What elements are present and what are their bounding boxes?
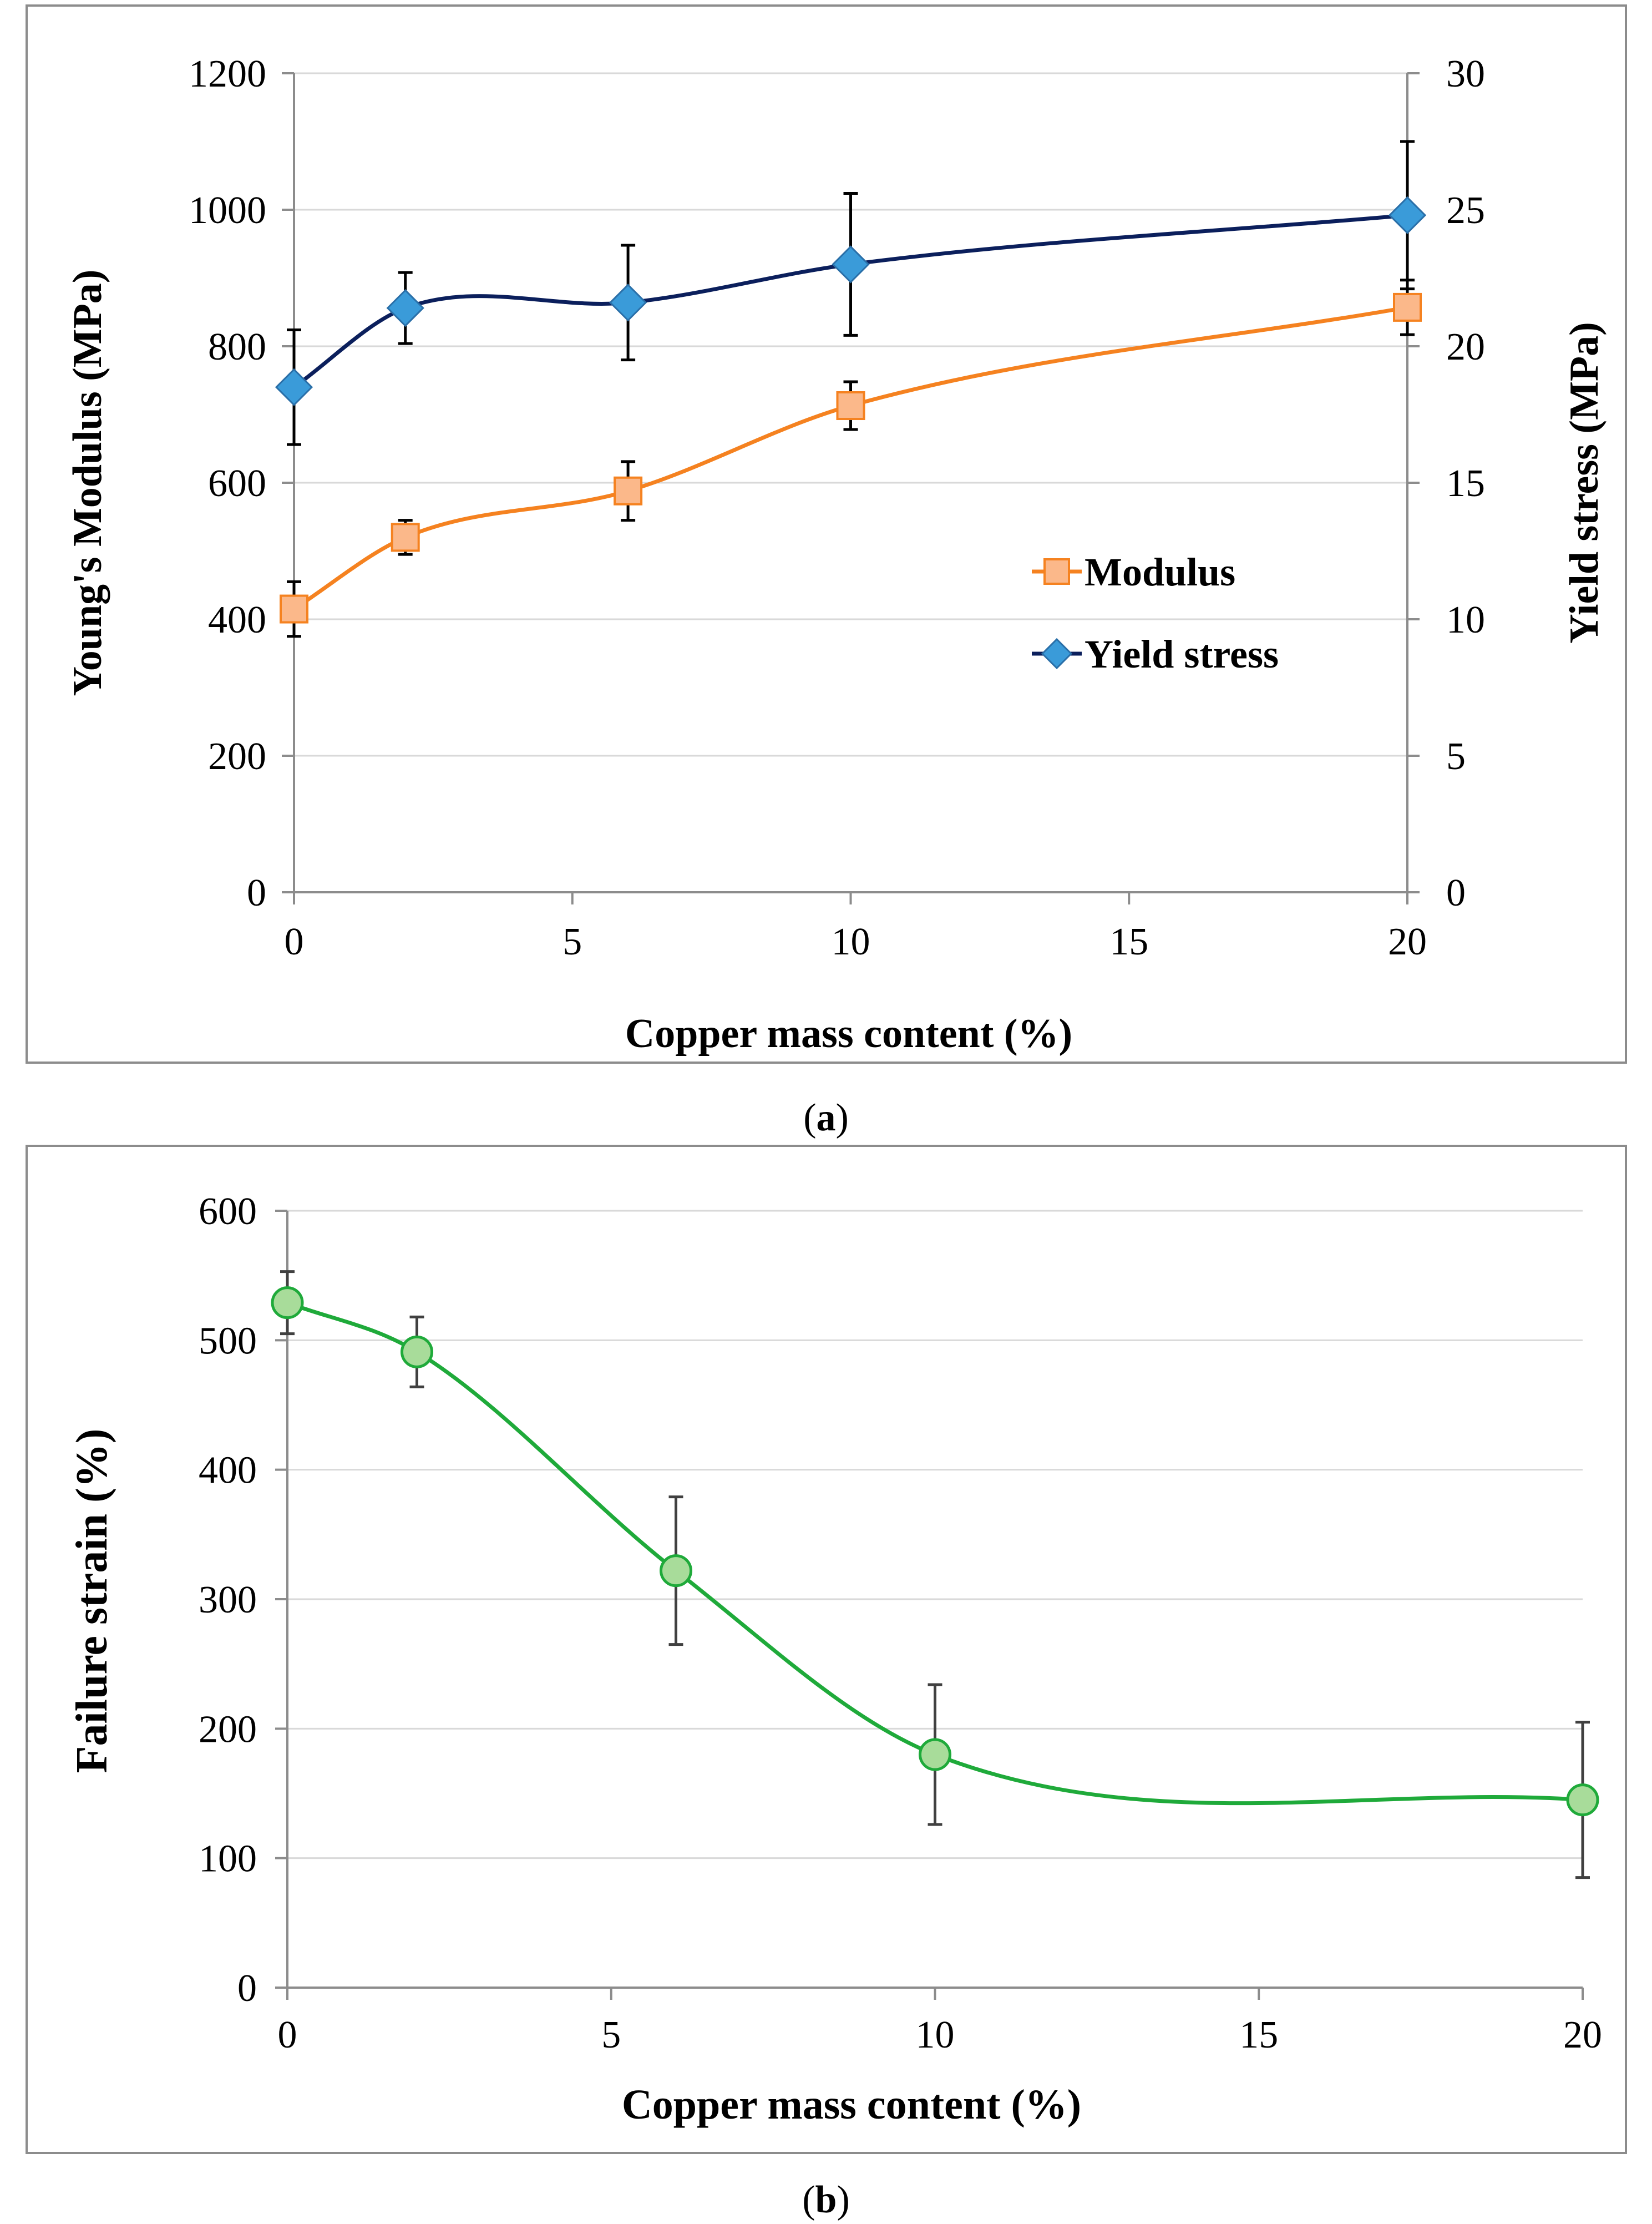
chart-a-y-tick-label: 200 xyxy=(208,735,266,778)
chart-b-y-tick-label: 500 xyxy=(199,1320,257,1362)
data-point-failure-strain xyxy=(1566,1783,1599,1817)
caption-a-letter: a xyxy=(816,1096,836,1139)
legend-marker-modulus xyxy=(1043,558,1070,585)
chart-a-x-tick-label: 0 xyxy=(285,921,304,963)
chart-b-x-tick-label: 0 xyxy=(278,2014,297,2056)
chart-a-y-tick-label: 1200 xyxy=(189,53,266,95)
legend-label-modulus: Modulus xyxy=(1085,550,1235,594)
chart-b-y-tick-label: 100 xyxy=(199,1838,257,1881)
chart-b-y-tick-label: 200 xyxy=(199,1708,257,1751)
chart-a-y2-tick-label: 20 xyxy=(1446,326,1485,368)
data-point-modulus xyxy=(1393,292,1422,322)
chart-a-y2-tick-label: 30 xyxy=(1446,53,1485,95)
data-point-yield-stress xyxy=(609,284,647,322)
data-point-modulus xyxy=(391,523,420,552)
data-point-modulus xyxy=(280,594,308,624)
chart-b-x-tick-label: 10 xyxy=(916,2014,955,2056)
data-point-modulus xyxy=(836,391,865,421)
figure-panel-a: 0 200 400 600 800 1000 1200 0 5 10 15 20 25 30 0 5 10 15 2… xyxy=(0,0,1652,1088)
data-point-yield-stress xyxy=(1388,196,1427,234)
chart-a-y-tick-label: 600 xyxy=(208,462,266,505)
caption-b-letter: b xyxy=(815,2178,837,2221)
chart-a: 0 200 400 600 800 1000 1200 0 5 10 15 20 25 30 0 5 10 15 2… xyxy=(26,4,1627,1064)
chart-b-y-tick-label: 0 xyxy=(237,1967,257,2010)
chart-a-y2-tick-label: 15 xyxy=(1446,462,1485,505)
chart-a-y2-tick-label: 0 xyxy=(1446,872,1466,914)
chart-b: 0 100 200 300 400 500 600 0 5 10 15 20 Copper mass c… xyxy=(26,1145,1627,2154)
chart-a-x-tick-label: 5 xyxy=(563,921,582,963)
chart-b-y-axis-title: Failure strain (%) xyxy=(68,1429,116,1773)
chart-a-x-tick-label: 15 xyxy=(1109,921,1148,963)
chart-a-y-tick-label: 400 xyxy=(208,599,266,641)
chart-b-x-tick-label: 20 xyxy=(1563,2014,1602,2056)
chart-a-x-tick-label: 10 xyxy=(832,921,870,963)
chart-a-y2-tick-label: 25 xyxy=(1446,189,1485,232)
chart-a-x-axis-title: Copper mass content (%) xyxy=(625,1011,1072,1057)
chart-b-y-tick-label: 400 xyxy=(199,1449,257,1492)
chart-a-y-tick-label: 1000 xyxy=(189,189,266,232)
chart-b-y-tick-label: 300 xyxy=(199,1579,257,1621)
data-point-failure-strain xyxy=(271,1286,304,1320)
data-point-yield-stress xyxy=(275,368,313,406)
chart-a-y-tick-label: 0 xyxy=(247,872,266,914)
data-point-failure-strain xyxy=(919,1738,951,1771)
data-point-failure-strain xyxy=(401,1335,433,1368)
chart-b-x-tick-label: 15 xyxy=(1239,2014,1278,2056)
chart-a-y2-tick-label: 10 xyxy=(1446,599,1485,641)
figure-panel-b: 0 100 200 300 400 500 600 0 5 10 15 20 Copper mass c… xyxy=(0,1140,1652,2172)
chart-b-y-tick-label: 600 xyxy=(199,1190,257,1233)
data-point-modulus xyxy=(614,476,643,506)
chart-b-frame xyxy=(26,1145,1627,2154)
data-point-yield-stress xyxy=(832,245,870,284)
legend-marker-yield-stress xyxy=(1041,638,1073,670)
chart-a-y2-tick-label: 5 xyxy=(1446,735,1466,778)
data-point-yield-stress xyxy=(386,289,424,327)
chart-a-y-tick-label: 800 xyxy=(208,326,266,368)
chart-a-y-axis-title: Young's Modulus (MPa) xyxy=(65,270,110,696)
chart-b-x-tick-label: 5 xyxy=(601,2014,621,2056)
data-point-failure-strain xyxy=(660,1554,692,1588)
chart-b-x-axis-title: Copper mass content (%) xyxy=(622,2081,1081,2128)
chart-a-frame xyxy=(26,4,1627,1064)
caption-a: (a) xyxy=(803,1096,849,1139)
legend-label-yield-stress: Yield stress xyxy=(1085,632,1279,676)
chart-a-x-tick-label: 20 xyxy=(1388,921,1427,963)
chart-a-y2-axis-title: Yield stress (MPa) xyxy=(1562,322,1607,644)
caption-b: (b) xyxy=(802,2178,850,2221)
